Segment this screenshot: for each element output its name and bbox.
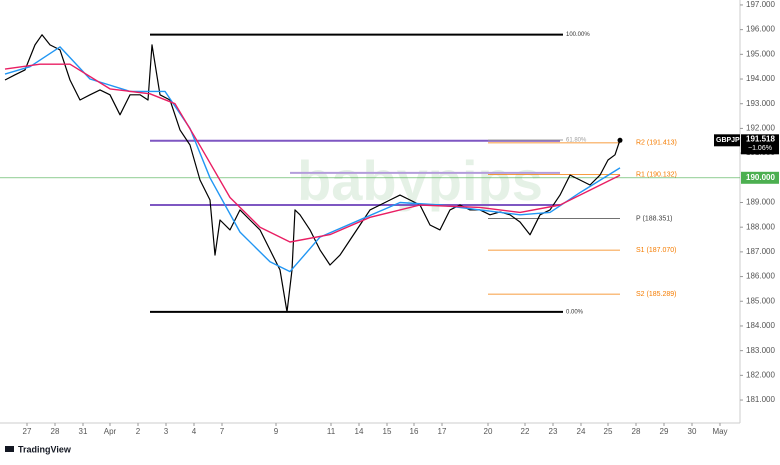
x-tick-label: 23 [549,427,558,436]
symbol-label: GBPJPY [716,137,745,144]
x-tick-label: 2 [136,427,141,436]
x-tick-label: 27 [23,427,32,436]
y-tick-label: 181.000 [746,395,775,404]
y-tick-label: 196.000 [746,25,775,34]
x-tick-label: 28 [632,427,641,436]
x-tick-label: Apr [104,427,117,436]
x-tick-label: 16 [410,427,419,436]
series-line [4,63,621,243]
series-line [4,34,621,313]
pivot-label: S2 (185.289) [636,291,676,298]
symbol-tag [714,134,740,147]
x-tick-label: 3 [164,427,169,436]
pivot-label: S1 (187.070) [636,247,676,254]
x-tick-label: 11 [327,427,336,436]
pivot-label: R2 (191.413) [636,140,677,147]
x-tick-label: 28 [51,427,60,436]
x-tick-label: 4 [192,427,197,436]
fib-label: 61.80% [566,138,587,144]
footer-logo: TradingView [18,444,72,454]
x-tick-label: May [712,427,727,436]
x-tick-label: 7 [220,427,225,436]
logo-icon [5,446,14,452]
footer: TradingView [5,444,72,454]
fib-label: 0.00% [566,309,584,315]
y-tick-label: 197.000 [746,0,775,9]
pivot-label: R1 (190.132) [636,171,677,178]
price-label: 191.518 [746,134,775,143]
y-tick-label: 188.000 [746,222,775,231]
x-tick-label: 17 [438,427,447,436]
y-tick-label: 186.000 [746,272,775,281]
change-label: −1.06% [748,145,772,152]
y-tick-label: 193.000 [746,99,775,108]
y-tick-label: 185.000 [746,296,775,305]
y-tick-label: 184.000 [746,321,775,330]
x-tick-label: 15 [383,427,392,436]
x-tick-label: 31 [79,427,88,436]
fib-label: 100.00% [566,32,590,38]
price-tag [741,134,779,155]
y-tick-label: 195.000 [746,49,775,58]
x-tick-label: 22 [521,427,530,436]
y-tick-label: 183.000 [746,346,775,355]
x-tick-label: 20 [484,427,493,436]
x-tick-label: 30 [688,427,697,436]
x-tick-label: 14 [355,427,364,436]
pivot-label: P (188.351) [636,215,672,222]
y-tick-label: 194.000 [746,74,775,83]
x-tick-label: 24 [577,427,586,436]
x-tick-label: 9 [274,427,279,436]
last-point [617,137,623,143]
alert-tag [741,171,779,184]
y-tick-label: 192.000 [746,124,775,133]
x-tick-label: 25 [604,427,613,436]
x-tick-label: 29 [660,427,669,436]
y-tick-label: 187.000 [746,247,775,256]
y-tick-label: 189.000 [746,198,775,207]
y-tick-label: 182.000 [746,370,775,379]
watermark: babypips [297,149,543,212]
alert-label: 190.000 [746,173,775,182]
